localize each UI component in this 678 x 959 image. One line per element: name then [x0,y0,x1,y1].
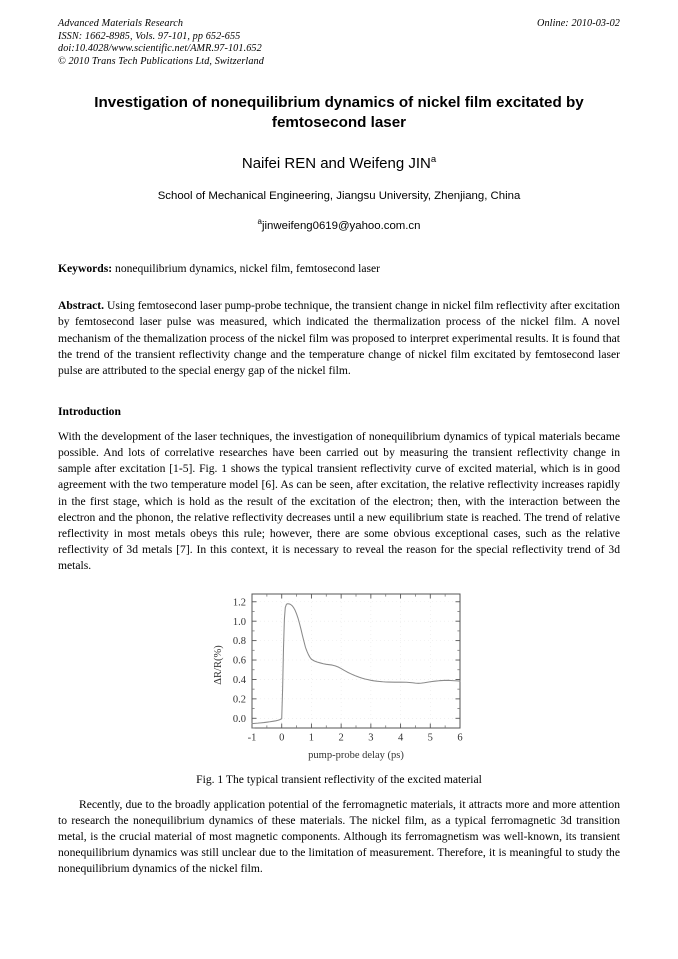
y-tick-label: 1.0 [233,617,246,628]
y-tick-label: 1.2 [233,597,246,608]
y-tick-label: 0.8 [233,636,246,647]
y-tick-label: 0.2 [233,695,246,706]
figure-1: -1 0 1 2 3 4 5 6 0.0 0.2 0.4 0.6 0.8 1.0 1.2 pump-probe… [58,588,620,766]
journal-name: Advanced Materials Research [58,18,184,29]
y-tick-label: 0.4 [233,675,247,686]
page-title: Investigation of nonequilibrium dynamics… [94,94,584,131]
x-tick-label: 4 [398,733,404,744]
x-tick-label: -1 [248,733,257,744]
x-tick-label: 2 [339,733,344,744]
email-address[interactable]: jinweifeng0619@yahoo.com.cn [261,220,421,233]
chart-data-line [251,603,461,725]
running-header: Advanced Materials Research ISSN: 1662-8… [58,18,620,68]
online-date: Online: 2010-03-02 [536,18,620,29]
email-affiliation-marker: a [257,217,262,227]
author-affiliation-marker: a [430,154,437,166]
issn-line: ISSN: 1662-8985, Vols. 97-101, pp 652-65… [58,30,241,42]
keywords-value: nonequilibrium dynamics, nickel film, fe… [115,262,380,276]
x-tick-label: 5 [428,733,433,744]
figure-caption: Fig. 1 The typical transient reflectivit… [196,773,482,787]
y-tick-label: 0.6 [233,656,246,667]
copyright-line: © 2010 Trans Tech Publications Ltd, Swit… [58,55,264,67]
x-tick-label: 1 [309,733,314,744]
transient-reflectivity-chart: -1 0 1 2 3 4 5 6 0.0 0.2 0.4 0.6 0.8 1.0 1.2 pump-probe… [213,593,463,761]
y-axis-label: ΔR/R(%) [213,645,224,685]
y-tick-label: 0.0 [233,714,246,725]
x-axis-label: pump-probe delay (ps) [308,750,404,761]
author-names: Naifei REN and Weifeng JIN [241,155,431,173]
introduction-paragraph-1: With the development of the laser techni… [58,430,620,572]
abstract-label: Abstract. [58,299,105,313]
x-tick-label: 3 [368,733,373,744]
abstract-text: Using femtosecond laser pump-probe techn… [58,299,620,377]
doi-line: doi:10.4028/www.scientific.net/AMR.97-10… [58,43,262,55]
keywords-label: Keywords: [58,262,113,276]
abstract-block: Abstract. Using femtosecond laser pump-p… [58,298,620,379]
x-tick-label: 6 [457,733,462,744]
introduction-paragraph-2: Recently, due to the broadly application… [58,798,620,876]
x-tick-label: 0 [279,733,284,744]
author-list: Naifei REN and Weifeng JINa [58,154,620,172]
section-heading-introduction: Introduction [58,405,121,419]
chart-container: -1 0 1 2 3 4 5 6 0.0 0.2 0.4 0.6 0.8 1.0 1.2 pump-probe… [205,588,473,766]
affiliation: School of Mechanical Engineering, Jiangs… [157,190,521,203]
keywords-block: Keywords: nonequilibrium dynamics, nicke… [58,262,620,276]
corresponding-email: ajinweifeng0619@yahoo.com.cn [58,217,620,232]
